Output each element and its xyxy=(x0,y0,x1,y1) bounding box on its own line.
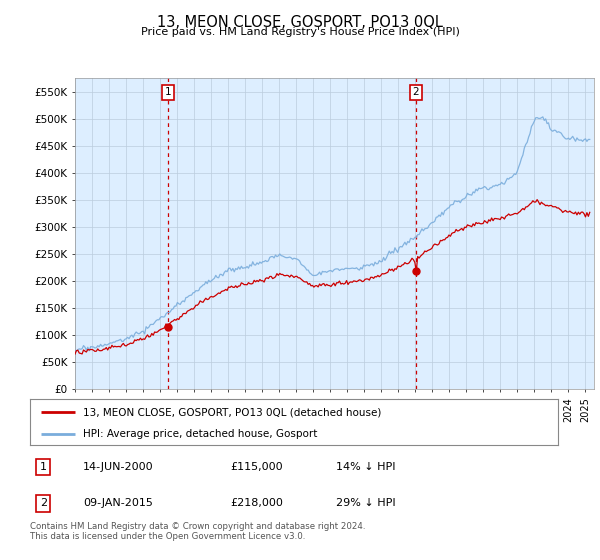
Text: Contains HM Land Registry data © Crown copyright and database right 2024.
This d: Contains HM Land Registry data © Crown c… xyxy=(30,522,365,542)
Text: 14-JUN-2000: 14-JUN-2000 xyxy=(83,462,154,472)
Text: 13, MEON CLOSE, GOSPORT, PO13 0QL (detached house): 13, MEON CLOSE, GOSPORT, PO13 0QL (detac… xyxy=(83,407,381,417)
Text: 29% ↓ HPI: 29% ↓ HPI xyxy=(336,498,396,508)
Text: HPI: Average price, detached house, Gosport: HPI: Average price, detached house, Gosp… xyxy=(83,429,317,438)
Text: 1: 1 xyxy=(164,87,171,97)
Text: £115,000: £115,000 xyxy=(230,462,283,472)
Text: 14% ↓ HPI: 14% ↓ HPI xyxy=(336,462,396,472)
Text: 1: 1 xyxy=(40,462,47,472)
Text: 2: 2 xyxy=(413,87,419,97)
Text: £218,000: £218,000 xyxy=(230,498,284,508)
Text: 2: 2 xyxy=(40,498,47,508)
Text: 13, MEON CLOSE, GOSPORT, PO13 0QL: 13, MEON CLOSE, GOSPORT, PO13 0QL xyxy=(157,15,443,30)
Text: Price paid vs. HM Land Registry's House Price Index (HPI): Price paid vs. HM Land Registry's House … xyxy=(140,27,460,37)
Text: 09-JAN-2015: 09-JAN-2015 xyxy=(83,498,152,508)
